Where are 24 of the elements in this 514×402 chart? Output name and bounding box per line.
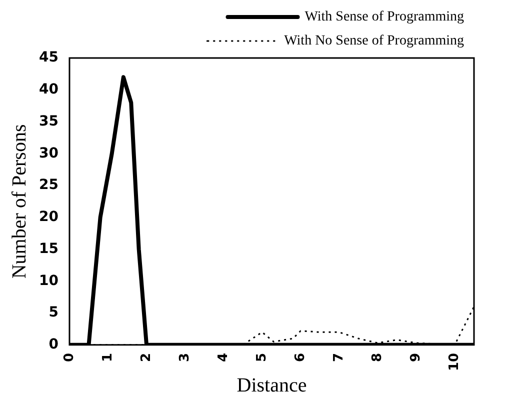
x-tick-label: 5	[254, 352, 270, 362]
y-tick-label: 5	[48, 304, 58, 321]
x-tick-label: 1	[100, 352, 116, 362]
x-tick-label: 4	[216, 352, 231, 362]
y-tick-label: 30	[39, 145, 59, 162]
y-tick-label: 35	[39, 113, 58, 130]
x-tick-label: 6	[293, 352, 308, 362]
x-tick-label: 0	[62, 352, 77, 362]
y-tick-label: 25	[39, 177, 58, 194]
x-tick-label: 7	[332, 352, 347, 362]
x-tick-label: 2	[138, 352, 154, 362]
x-tick-label: 10	[447, 352, 462, 372]
y-tick-label: 10	[39, 272, 59, 289]
y-tick-label: 40	[39, 82, 59, 98]
legend-label: With No Sense of Programming	[284, 34, 464, 49]
y-tick-label: 20	[39, 209, 59, 226]
x-tick-label: 8	[370, 352, 386, 362]
x-tick-label: 3	[177, 352, 192, 362]
y-tick-label: 15	[39, 240, 58, 257]
x-axis-title: Distance	[236, 374, 307, 396]
x-tick-label: 9	[408, 352, 424, 362]
y-axis-title: Number of Persons	[8, 124, 30, 279]
legend-label: With Sense of Programming	[304, 10, 464, 25]
y-tick-label: 45	[39, 50, 58, 66]
